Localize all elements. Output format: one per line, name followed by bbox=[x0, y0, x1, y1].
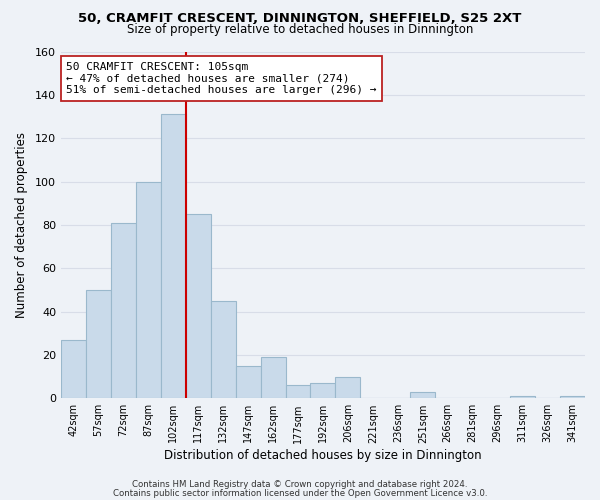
X-axis label: Distribution of detached houses by size in Dinnington: Distribution of detached houses by size … bbox=[164, 450, 482, 462]
Text: Contains HM Land Registry data © Crown copyright and database right 2024.: Contains HM Land Registry data © Crown c… bbox=[132, 480, 468, 489]
Bar bbox=[111, 222, 136, 398]
Bar bbox=[310, 383, 335, 398]
Bar bbox=[510, 396, 535, 398]
Text: Size of property relative to detached houses in Dinnington: Size of property relative to detached ho… bbox=[127, 24, 473, 36]
Bar bbox=[136, 182, 161, 398]
Text: 50 CRAMFIT CRESCENT: 105sqm
← 47% of detached houses are smaller (274)
51% of se: 50 CRAMFIT CRESCENT: 105sqm ← 47% of det… bbox=[66, 62, 377, 95]
Y-axis label: Number of detached properties: Number of detached properties bbox=[15, 132, 28, 318]
Bar bbox=[410, 392, 435, 398]
Bar bbox=[335, 376, 361, 398]
Title: 50, CRAMFIT CRESCENT, DINNINGTON, SHEFFIELD, S25 2XT
Size of property relative t: 50, CRAMFIT CRESCENT, DINNINGTON, SHEFFI… bbox=[0, 499, 1, 500]
Bar bbox=[211, 301, 236, 398]
Bar bbox=[236, 366, 260, 398]
Bar bbox=[560, 396, 585, 398]
Text: Contains public sector information licensed under the Open Government Licence v3: Contains public sector information licen… bbox=[113, 488, 487, 498]
Bar bbox=[260, 357, 286, 399]
Bar bbox=[286, 386, 310, 398]
Bar bbox=[61, 340, 86, 398]
Bar bbox=[161, 114, 186, 399]
Bar bbox=[86, 290, 111, 399]
Text: 50, CRAMFIT CRESCENT, DINNINGTON, SHEFFIELD, S25 2XT: 50, CRAMFIT CRESCENT, DINNINGTON, SHEFFI… bbox=[79, 12, 521, 26]
Bar bbox=[186, 214, 211, 398]
